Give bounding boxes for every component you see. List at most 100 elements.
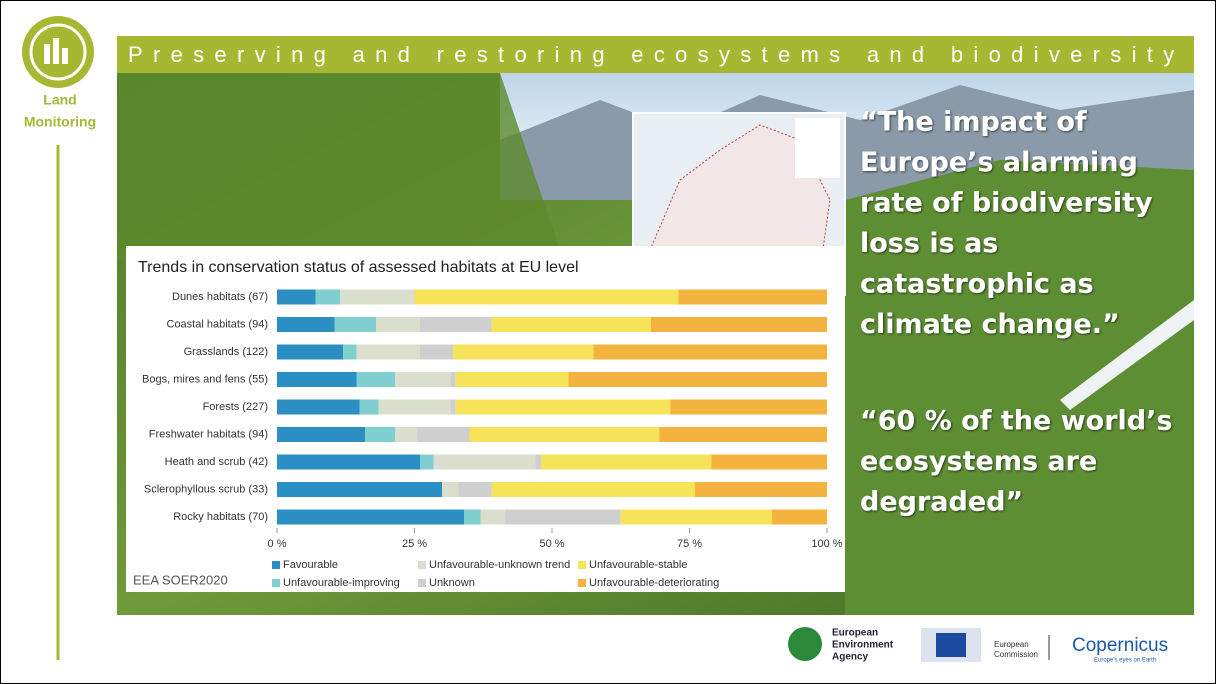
y-tick-label: Heath and scrub (42) — [165, 456, 268, 468]
bar-segment — [277, 454, 420, 470]
chart-title: Trends in conservation status of assesse… — [138, 259, 579, 276]
bar-segment — [458, 482, 492, 497]
eea-label: Agency — [832, 652, 869, 663]
bar-segment — [395, 427, 418, 442]
bar-segment — [453, 344, 594, 360]
bar-segment — [535, 454, 541, 470]
y-tick-label: Dunes habitats (67) — [172, 291, 268, 303]
copernicus-label: Copernicus — [1072, 635, 1168, 656]
bar-segment — [593, 344, 827, 360]
bar-segment — [420, 317, 492, 332]
bar-segment — [277, 509, 464, 525]
x-tick-label: 75 % — [677, 538, 702, 550]
bar-segment — [491, 482, 695, 497]
bar-segment — [469, 427, 660, 442]
header-bar — [117, 36, 1194, 73]
legend-swatch — [578, 579, 586, 587]
bar-segment — [277, 482, 442, 497]
legend-swatch — [272, 579, 280, 587]
quote-line: catastrophic as — [860, 269, 1094, 300]
y-tick-label: Forests (227) — [203, 401, 268, 413]
ec-label: Commission — [994, 650, 1038, 659]
quote-line: loss is as — [860, 228, 998, 259]
bar-segment — [359, 399, 379, 415]
bar-segment — [541, 454, 712, 470]
bar-segment — [620, 509, 772, 525]
section-label: Land — [43, 92, 76, 108]
bar-segment — [340, 289, 415, 305]
legend-label: Favourable — [283, 559, 338, 571]
bar-segment — [568, 372, 827, 387]
y-tick-label: Rocky habitats (70) — [173, 511, 268, 523]
legend-label: Unfavourable-stable — [589, 559, 687, 571]
legend-label: Unfavourable-improving — [283, 577, 400, 589]
bar-segment — [711, 454, 827, 470]
bar-segment — [450, 372, 456, 387]
quote-line: rate of biodiversity — [860, 188, 1153, 219]
bar-segment — [356, 344, 420, 360]
bar-segment — [417, 427, 470, 442]
bar-segment — [772, 509, 827, 525]
bar-segment — [334, 317, 376, 332]
bar-segment — [433, 454, 536, 470]
y-tick-label: Bogs, mires and fens (55) — [142, 373, 268, 385]
bar-segment — [695, 482, 827, 497]
bar-segment — [442, 482, 459, 497]
x-tick-label: 50 % — [539, 538, 564, 550]
bar-segment — [480, 509, 506, 525]
quote-line: Europe’s alarming — [860, 147, 1138, 178]
bar-segment — [414, 289, 679, 305]
bar-segment — [651, 317, 827, 332]
bar-segment — [277, 344, 343, 360]
quote-line: “60 % of the world’s — [860, 406, 1172, 437]
bar-segment — [277, 289, 316, 305]
bar-segment — [378, 399, 451, 415]
bar-segment — [376, 317, 420, 332]
x-tick-label: 100 % — [811, 538, 842, 550]
bar-segment — [277, 427, 365, 442]
quote-line: “The impact of — [860, 107, 1087, 138]
quote-line: ecosystems are — [860, 446, 1097, 477]
copernicus-tagline: Europe's eyes on Earth — [1094, 658, 1156, 664]
bar-segment — [659, 427, 827, 442]
bar-segment — [343, 344, 357, 360]
bar-segment — [464, 509, 481, 525]
bar-segment — [315, 289, 341, 305]
y-tick-label: Sclerophyllous scrub (33) — [144, 483, 268, 495]
x-tick-label: 0 % — [268, 538, 287, 550]
bar-segment — [491, 317, 651, 332]
bar-segment — [505, 509, 621, 525]
legend-swatch — [578, 561, 586, 569]
eea-label: European — [832, 628, 878, 639]
x-tick-label: 25 % — [402, 538, 427, 550]
legend-label: Unfavourable-unknown trend — [429, 559, 570, 571]
bar-segment — [277, 372, 357, 387]
legend-swatch — [418, 561, 426, 569]
legend-swatch — [418, 579, 426, 587]
eea-label: Environment — [832, 640, 894, 651]
bar-segment — [277, 317, 335, 332]
bar-segment — [678, 289, 827, 305]
legend-swatch — [272, 561, 280, 569]
bar-segment — [420, 454, 434, 470]
y-tick-label: Coastal habitats (94) — [167, 318, 269, 330]
y-tick-label: Freshwater habitats (94) — [149, 428, 268, 440]
section-label: Monitoring — [24, 114, 96, 130]
quote-line: degraded” — [860, 487, 1023, 518]
chart-source: EEA SOER2020 — [133, 572, 228, 587]
footer-logos: European Environment Agency European Com… — [788, 627, 1168, 664]
bar-segment — [455, 372, 569, 387]
y-tick-label: Grasslands (122) — [184, 346, 268, 358]
bar-segment — [356, 372, 396, 387]
bar-segment — [670, 399, 827, 415]
legend-label: Unfavourable-deteriorating — [589, 577, 719, 589]
bar-segment — [365, 427, 396, 442]
bar-segment — [420, 344, 453, 360]
bar-segment — [455, 399, 671, 415]
ec-label: European — [994, 640, 1029, 649]
bar-segment — [395, 372, 451, 387]
bar-segment — [450, 399, 456, 415]
legend-label: Unknown — [429, 577, 475, 589]
quote-line: climate change.” — [860, 309, 1120, 340]
